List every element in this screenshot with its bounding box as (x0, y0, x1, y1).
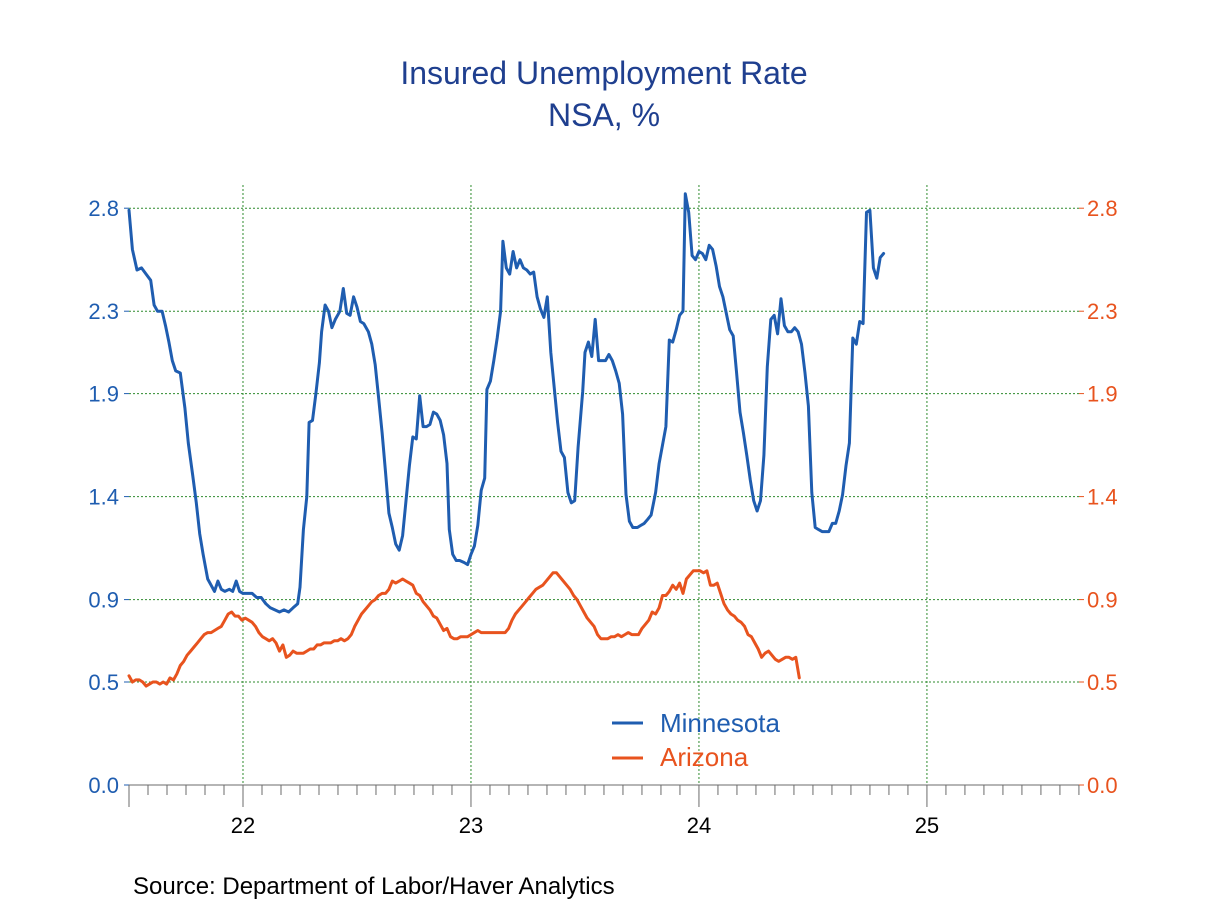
x-tick-label-2: 24 (687, 813, 711, 838)
left-tick-label-1: 0.5 (88, 670, 119, 695)
series-line-arizona (127, 569, 801, 688)
left-tick-label-3: 1.4 (88, 485, 119, 510)
legend: Minnesota Arizona (612, 708, 780, 772)
legend-label-arizona: Arizona (660, 742, 749, 772)
chart-title: Insured Unemployment Rate (400, 55, 807, 91)
right-tick-label-3: 1.4 (1087, 485, 1118, 510)
series-line-minnesota (127, 192, 886, 614)
left-tick-label-4: 1.9 (88, 382, 119, 407)
chart-subtitle: NSA, % (548, 97, 660, 133)
right-tick-label-4: 1.9 (1087, 382, 1118, 407)
right-tick-label-0: 0.0 (1087, 773, 1118, 798)
series-group (127, 192, 886, 688)
legend-label-minnesota: Minnesota (660, 708, 780, 738)
x-tick-label-0: 22 (231, 813, 255, 838)
x-tick-label-1: 23 (459, 813, 483, 838)
left-tick-label-2: 0.9 (88, 588, 119, 613)
left-tick-label-6: 2.8 (88, 196, 119, 221)
right-tick-label-5: 2.3 (1087, 299, 1118, 324)
source-note: Source: Department of Labor/Haver Analyt… (133, 873, 615, 900)
left-tick-label-5: 2.3 (88, 299, 119, 324)
axes: 0.0 0.5 0.9 1.4 1.9 2.3 2.8 0.0 0.5 0.9 1.4 1.9 2.3 2… (88, 196, 1117, 838)
gridlines (129, 185, 1079, 785)
left-tick-label-0: 0.0 (88, 773, 119, 798)
right-tick-label-2: 0.9 (1087, 588, 1118, 613)
right-tick-label-1: 0.5 (1087, 670, 1118, 695)
right-tick-label-6: 2.8 (1087, 196, 1118, 221)
x-tick-label-3: 25 (915, 813, 939, 838)
